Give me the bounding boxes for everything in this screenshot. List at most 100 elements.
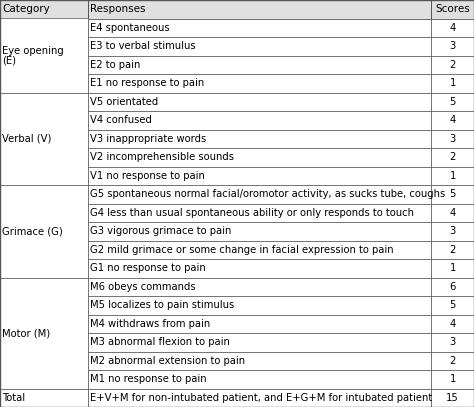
Bar: [431, 166, 474, 185]
Text: 4: 4: [449, 115, 456, 125]
Text: M6 obeys commands: M6 obeys commands: [90, 282, 196, 292]
Text: 1: 1: [449, 263, 456, 273]
Text: 5: 5: [449, 300, 456, 310]
Bar: [0, 0, 88, 18]
Text: Scores: Scores: [435, 4, 470, 14]
Text: Responses: Responses: [90, 4, 146, 14]
Bar: [431, 111, 474, 129]
Bar: [88, 222, 431, 241]
Bar: [431, 389, 474, 407]
Text: Verbal (V): Verbal (V): [2, 134, 52, 144]
Text: Category: Category: [2, 4, 50, 14]
Text: V2 incomprehensible sounds: V2 incomprehensible sounds: [90, 152, 234, 162]
Bar: [88, 315, 431, 333]
Bar: [0, 389, 88, 407]
Text: E4 spontaneous: E4 spontaneous: [90, 23, 170, 33]
Bar: [431, 148, 474, 166]
Bar: [88, 92, 431, 111]
Text: G2 mild grimace or some change in facial expression to pain: G2 mild grimace or some change in facial…: [90, 245, 394, 255]
Bar: [88, 204, 431, 222]
Bar: [431, 296, 474, 315]
Text: E3 to verbal stimulus: E3 to verbal stimulus: [90, 41, 196, 51]
Text: 1: 1: [449, 171, 456, 181]
Bar: [0, 185, 88, 278]
Text: M2 abnormal extension to pain: M2 abnormal extension to pain: [90, 356, 245, 366]
Text: M4 withdraws from pain: M4 withdraws from pain: [90, 319, 210, 329]
Bar: [88, 278, 431, 296]
Bar: [431, 92, 474, 111]
Text: 4: 4: [449, 23, 456, 33]
Bar: [431, 37, 474, 55]
Bar: [431, 204, 474, 222]
Text: 6: 6: [449, 282, 456, 292]
Text: E+V+M for non-intubated patient, and E+G+M for intubated patient: E+V+M for non-intubated patient, and E+G…: [90, 393, 432, 403]
Text: V5 orientated: V5 orientated: [90, 97, 158, 107]
Bar: [88, 0, 431, 18]
Text: 4: 4: [449, 208, 456, 218]
Bar: [88, 129, 431, 148]
Text: 5: 5: [449, 189, 456, 199]
Bar: [431, 55, 474, 74]
Bar: [88, 185, 431, 204]
Text: E1 no response to pain: E1 no response to pain: [90, 78, 204, 88]
Text: Total: Total: [2, 393, 26, 403]
Text: M1 no response to pain: M1 no response to pain: [90, 374, 207, 384]
Text: M3 abnormal flexion to pain: M3 abnormal flexion to pain: [90, 337, 230, 347]
Text: 4: 4: [449, 319, 456, 329]
Text: (E): (E): [2, 55, 17, 66]
Text: G4 less than usual spontaneous ability or only responds to touch: G4 less than usual spontaneous ability o…: [90, 208, 414, 218]
Text: 2: 2: [449, 245, 456, 255]
Text: G3 vigorous grimace to pain: G3 vigorous grimace to pain: [90, 226, 231, 236]
Bar: [431, 370, 474, 389]
Bar: [88, 241, 431, 259]
Text: 1: 1: [449, 374, 456, 384]
Text: E2 to pain: E2 to pain: [90, 60, 140, 70]
Bar: [88, 55, 431, 74]
Bar: [431, 352, 474, 370]
Bar: [88, 333, 431, 352]
Bar: [431, 18, 474, 37]
Text: 1: 1: [449, 78, 456, 88]
Text: 3: 3: [449, 134, 456, 144]
Bar: [0, 18, 88, 92]
Text: V4 confused: V4 confused: [90, 115, 152, 125]
Bar: [88, 166, 431, 185]
Bar: [431, 315, 474, 333]
Text: M5 localizes to pain stimulus: M5 localizes to pain stimulus: [90, 300, 234, 310]
Text: 2: 2: [449, 356, 456, 366]
Bar: [431, 129, 474, 148]
Bar: [88, 370, 431, 389]
Bar: [431, 185, 474, 204]
Text: G1 no response to pain: G1 no response to pain: [90, 263, 206, 273]
Bar: [431, 259, 474, 278]
Text: 2: 2: [449, 152, 456, 162]
Text: 2: 2: [449, 60, 456, 70]
Text: 5: 5: [449, 97, 456, 107]
Bar: [88, 74, 431, 92]
Bar: [431, 0, 474, 18]
Bar: [88, 389, 431, 407]
Bar: [431, 222, 474, 241]
Text: V3 inappropriate words: V3 inappropriate words: [90, 134, 206, 144]
Text: 3: 3: [449, 226, 456, 236]
Text: 3: 3: [449, 337, 456, 347]
Bar: [88, 148, 431, 166]
Text: 15: 15: [447, 393, 459, 403]
Bar: [0, 278, 88, 389]
Text: Eye opening: Eye opening: [2, 46, 64, 56]
Bar: [88, 352, 431, 370]
Bar: [88, 37, 431, 55]
Text: Motor (M): Motor (M): [2, 328, 51, 338]
Text: V1 no response to pain: V1 no response to pain: [90, 171, 205, 181]
Text: 3: 3: [449, 41, 456, 51]
Bar: [431, 74, 474, 92]
Bar: [88, 18, 431, 37]
Bar: [88, 259, 431, 278]
Bar: [88, 111, 431, 129]
Bar: [431, 241, 474, 259]
Bar: [88, 296, 431, 315]
Bar: [431, 278, 474, 296]
Text: G5 spontaneous normal facial/oromotor activity, as sucks tube, coughs: G5 spontaneous normal facial/oromotor ac…: [90, 189, 445, 199]
Text: Grimace (G): Grimace (G): [2, 226, 63, 236]
Bar: [431, 333, 474, 352]
